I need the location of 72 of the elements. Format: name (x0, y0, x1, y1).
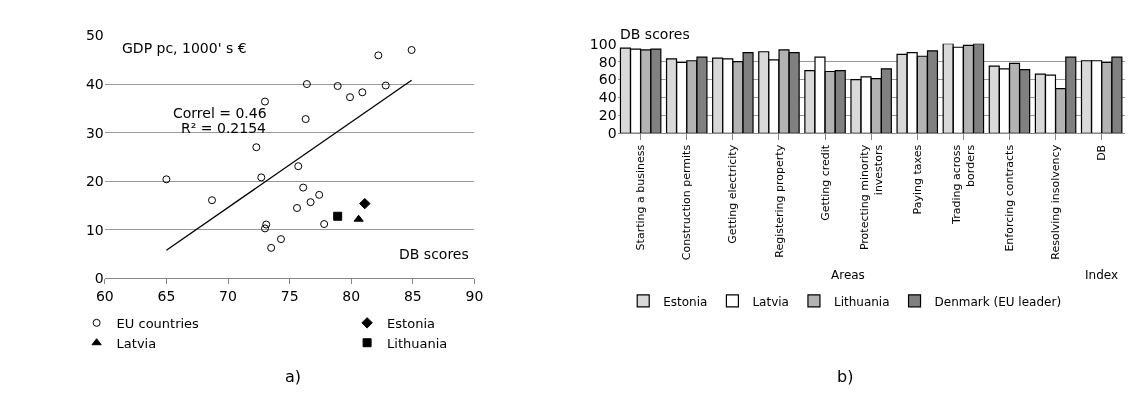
x-tick-label: 65 (157, 288, 176, 305)
point (260, 224, 269, 233)
point (301, 115, 310, 124)
point (320, 220, 329, 229)
x-tick-label: Registering property (772, 144, 786, 258)
y-tick-label: 40 (598, 89, 617, 106)
point (374, 51, 383, 60)
x-tick-label: Paying taxes (910, 144, 924, 215)
point (252, 143, 261, 152)
y-tick-label: 0 (94, 270, 104, 287)
legend-label: Lithuania (387, 335, 448, 351)
point (260, 97, 269, 106)
point (294, 162, 303, 171)
point (358, 88, 367, 97)
x-tick-label: Protecting minority investors (857, 144, 885, 251)
point (257, 173, 266, 182)
legend-label: Estonia (663, 294, 708, 309)
x-tick-label: Getting electricity (726, 144, 740, 244)
x-tick-label: Resolving insolvency (1049, 144, 1063, 260)
x-tick-label: Starting a business (634, 144, 648, 251)
text: a) (285, 367, 302, 386)
y-tick-label: 10 (85, 221, 104, 238)
legend-label: Lithuania (833, 294, 890, 309)
point (277, 235, 285, 244)
legend-label: Estonia (387, 315, 435, 331)
x-tick-label: 70 (219, 288, 237, 305)
point (381, 81, 390, 90)
text: b) (837, 367, 854, 386)
point (353, 214, 364, 222)
annotation: Correl = 0.46 (173, 105, 267, 121)
y-tick-label: 20 (598, 107, 617, 124)
y-tick-label: 30 (85, 124, 104, 141)
point (315, 190, 324, 199)
point (267, 243, 276, 252)
y-tick-label: 40 (85, 75, 104, 92)
y-tick-label: 20 (85, 173, 104, 190)
legend-label: EU countries (116, 315, 200, 331)
y-tick-label: 60 (598, 71, 617, 88)
text: Areas (831, 268, 865, 282)
x-tick-label: DB (1095, 144, 1109, 161)
x-tick-label: 80 (342, 288, 361, 305)
point (262, 220, 271, 229)
y-axis-title: DB scores (620, 26, 690, 42)
point (208, 196, 216, 205)
x-tick-label: 85 (403, 288, 422, 305)
x-tick-label: Trading across borders (949, 144, 978, 225)
point (299, 183, 308, 192)
x-tick-label: Construction permits (680, 144, 694, 261)
point (293, 204, 302, 212)
y-tick-label: 50 (85, 27, 104, 44)
legend-label: Denmark (EU leader) (934, 294, 1062, 309)
text: Index (1085, 268, 1119, 282)
y-tick-label: 100 (589, 35, 617, 52)
x-tick-label: Getting credit (818, 144, 832, 221)
y-axis-title: GDP pc, 1000' s € (122, 40, 247, 56)
point (359, 197, 371, 210)
point (306, 198, 315, 207)
point (302, 80, 311, 89)
point (346, 93, 355, 102)
legend-label: Latvia (752, 294, 789, 309)
point (333, 81, 342, 90)
annotation: R² = 0.2154 (181, 120, 267, 136)
point (407, 46, 416, 55)
x-axis-title: DB scores (399, 246, 469, 262)
y-tick-label: 0 (607, 125, 617, 142)
y-tick-label: 80 (598, 53, 617, 70)
legend-label: Latvia (116, 335, 157, 351)
x-tick-label: 75 (280, 288, 299, 305)
x-tick-label: Enforcing contracts (1003, 144, 1017, 252)
point (162, 175, 171, 184)
x-tick-label: 90 (465, 288, 484, 305)
point (333, 211, 343, 221)
